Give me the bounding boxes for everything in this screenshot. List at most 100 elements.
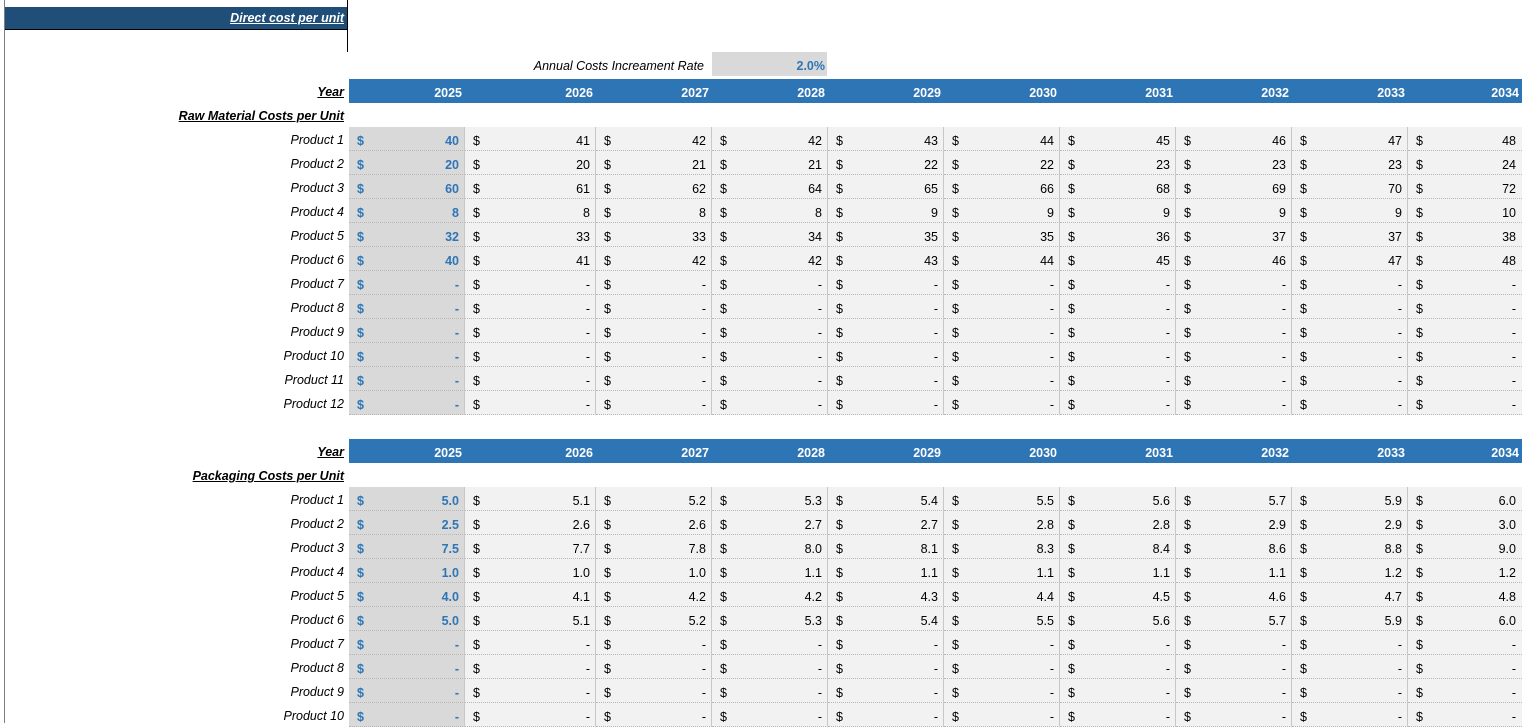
value-cell[interactable]: $44 xyxy=(944,127,1060,151)
value-cell[interactable]: $66 xyxy=(944,175,1060,199)
value-cell[interactable]: $ - xyxy=(1292,631,1408,655)
value-cell[interactable]: $8.6 xyxy=(1176,535,1292,559)
input-cell[interactable]: $8 xyxy=(349,199,465,223)
value-cell[interactable]: $ - xyxy=(1176,295,1292,319)
value-cell[interactable]: $2.9 xyxy=(1292,511,1408,535)
value-cell[interactable]: $ - xyxy=(828,295,944,319)
value-cell[interactable]: $45 xyxy=(1060,127,1176,151)
value-cell[interactable]: $ - xyxy=(596,367,712,391)
value-cell[interactable]: $4.2 xyxy=(712,583,828,607)
value-cell[interactable]: $ - xyxy=(1292,679,1408,703)
value-cell[interactable]: $ - xyxy=(1292,271,1408,295)
value-cell[interactable]: $ - xyxy=(1292,319,1408,343)
value-cell[interactable]: $ - xyxy=(712,295,828,319)
value-cell[interactable]: $ - xyxy=(712,367,828,391)
value-cell[interactable]: $6.0 xyxy=(1408,607,1522,631)
value-cell[interactable]: $ - xyxy=(712,343,828,367)
input-cell[interactable]: $5.0 xyxy=(349,607,465,631)
value-cell[interactable]: $ - xyxy=(944,703,1060,727)
value-cell[interactable]: $1.1 xyxy=(1176,559,1292,583)
value-cell[interactable]: $ - xyxy=(944,391,1060,415)
value-cell[interactable]: $ - xyxy=(828,343,944,367)
value-cell[interactable]: $ - xyxy=(944,631,1060,655)
value-cell[interactable]: $9 xyxy=(1292,199,1408,223)
value-cell[interactable]: $46 xyxy=(1176,247,1292,271)
value-cell[interactable]: $1.0 xyxy=(465,559,596,583)
value-cell[interactable]: $ - xyxy=(1060,367,1176,391)
input-cell[interactable]: $32 xyxy=(349,223,465,247)
value-cell[interactable]: $35 xyxy=(828,223,944,247)
value-cell[interactable]: $5.3 xyxy=(712,487,828,511)
value-cell[interactable]: $ - xyxy=(828,367,944,391)
value-cell[interactable]: $ - xyxy=(465,631,596,655)
value-cell[interactable]: $62 xyxy=(596,175,712,199)
value-cell[interactable]: $68 xyxy=(1060,175,1176,199)
value-cell[interactable]: $ - xyxy=(596,679,712,703)
input-cell[interactable]: $ - xyxy=(349,703,465,727)
value-cell[interactable]: $8.4 xyxy=(1060,535,1176,559)
input-cell[interactable]: $ - xyxy=(349,343,465,367)
input-cell[interactable]: $2.5 xyxy=(349,511,465,535)
value-cell[interactable]: $ - xyxy=(1060,319,1176,343)
value-cell[interactable]: $69 xyxy=(1176,175,1292,199)
value-cell[interactable]: $5.9 xyxy=(1292,487,1408,511)
value-cell[interactable]: $ - xyxy=(1408,367,1522,391)
value-cell[interactable]: $ - xyxy=(1176,631,1292,655)
value-cell[interactable]: $45 xyxy=(1060,247,1176,271)
value-cell[interactable]: $3.0 xyxy=(1408,511,1522,535)
input-cell[interactable]: $4.0 xyxy=(349,583,465,607)
value-cell[interactable]: $ - xyxy=(712,679,828,703)
value-cell[interactable]: $ - xyxy=(1060,703,1176,727)
value-cell[interactable]: $ - xyxy=(1408,343,1522,367)
value-cell[interactable]: $64 xyxy=(712,175,828,199)
value-cell[interactable]: $65 xyxy=(828,175,944,199)
value-cell[interactable]: $ - xyxy=(712,319,828,343)
value-cell[interactable]: $ - xyxy=(1408,655,1522,679)
value-cell[interactable]: $8 xyxy=(712,199,828,223)
value-cell[interactable]: $42 xyxy=(712,127,828,151)
value-cell[interactable]: $9.0 xyxy=(1408,535,1522,559)
value-cell[interactable]: $ - xyxy=(828,703,944,727)
value-cell[interactable]: $ - xyxy=(828,319,944,343)
value-cell[interactable]: $ - xyxy=(1176,319,1292,343)
value-cell[interactable]: $7.7 xyxy=(465,535,596,559)
value-cell[interactable]: $ - xyxy=(944,295,1060,319)
value-cell[interactable]: $4.6 xyxy=(1176,583,1292,607)
value-cell[interactable]: $ - xyxy=(1060,271,1176,295)
value-cell[interactable]: $1.1 xyxy=(828,559,944,583)
value-cell[interactable]: $ - xyxy=(1060,343,1176,367)
value-cell[interactable]: $42 xyxy=(596,127,712,151)
value-cell[interactable]: $8.3 xyxy=(944,535,1060,559)
input-cell[interactable]: $40 xyxy=(349,247,465,271)
input-cell[interactable]: $ - xyxy=(349,679,465,703)
input-cell[interactable]: $20 xyxy=(349,151,465,175)
value-cell[interactable]: $ - xyxy=(465,271,596,295)
value-cell[interactable]: $48 xyxy=(1408,247,1522,271)
value-cell[interactable]: $5.3 xyxy=(712,607,828,631)
value-cell[interactable]: $42 xyxy=(596,247,712,271)
value-cell[interactable]: $1.2 xyxy=(1292,559,1408,583)
value-cell[interactable]: $ - xyxy=(465,703,596,727)
value-cell[interactable]: $ - xyxy=(1060,295,1176,319)
value-cell[interactable]: $ - xyxy=(712,655,828,679)
value-cell[interactable]: $8 xyxy=(596,199,712,223)
value-cell[interactable]: $20 xyxy=(465,151,596,175)
value-cell[interactable]: $35 xyxy=(944,223,1060,247)
input-cell[interactable]: $ - xyxy=(349,295,465,319)
value-cell[interactable]: $5.2 xyxy=(596,487,712,511)
value-cell[interactable]: $43 xyxy=(828,247,944,271)
value-cell[interactable]: $ - xyxy=(944,655,1060,679)
value-cell[interactable]: $ - xyxy=(1292,295,1408,319)
value-cell[interactable]: $ - xyxy=(596,655,712,679)
value-cell[interactable]: $ - xyxy=(712,703,828,727)
value-cell[interactable]: $ - xyxy=(465,295,596,319)
value-cell[interactable]: $ - xyxy=(465,367,596,391)
value-cell[interactable]: $48 xyxy=(1408,127,1522,151)
value-cell[interactable]: $ - xyxy=(465,319,596,343)
value-cell[interactable]: $ - xyxy=(1408,703,1522,727)
value-cell[interactable]: $ - xyxy=(1408,679,1522,703)
value-cell[interactable]: $ - xyxy=(1176,271,1292,295)
value-cell[interactable]: $41 xyxy=(465,127,596,151)
value-cell[interactable]: $ - xyxy=(1408,295,1522,319)
value-cell[interactable]: $33 xyxy=(596,223,712,247)
